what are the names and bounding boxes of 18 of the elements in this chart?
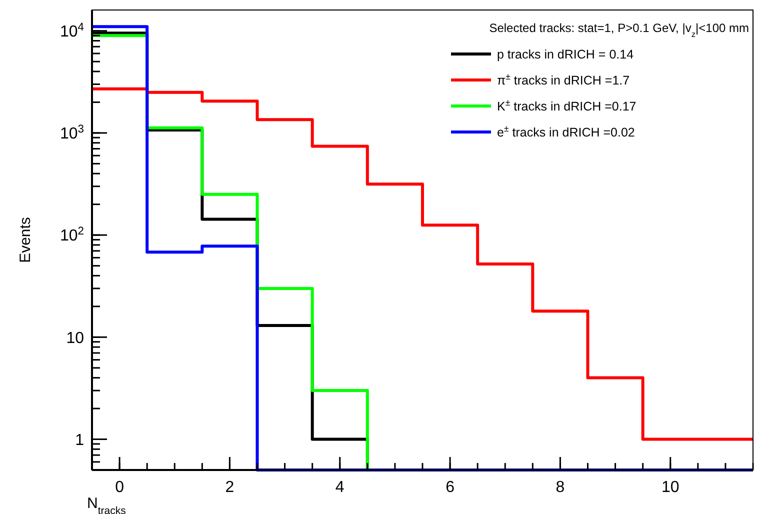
legend-label: π$^{±}$ tracks in dRICH =1.7 — [497, 71, 630, 88]
x-tick-label: 4 — [335, 479, 344, 496]
x-tick-label: 0 — [115, 479, 124, 496]
x-tick-label: 6 — [446, 479, 455, 496]
y-tick-label: 10$^{3}$ — [60, 124, 84, 143]
legend-label: K$^{±}$ tracks in dRICH =0.17 — [497, 97, 636, 114]
y-tick-label: 10$^{4}$ — [60, 21, 84, 40]
y-tick-label: 10$^{2}$ — [60, 226, 84, 245]
x-tick-label: 2 — [225, 479, 234, 496]
x-tick-label: 10 — [661, 479, 680, 496]
x-axis-title: N$_{tracks}$ — [87, 495, 126, 514]
y-axis-title: Events — [17, 217, 34, 263]
y-tick-label: 1 — [75, 432, 84, 449]
legend-title: Selected tracks: stat=1, P>0.1 GeV, |v$_{z}$|<100 mm — [489, 21, 749, 39]
legend-label: e$^{±}$ tracks in dRICH =0.02 — [497, 123, 635, 140]
legend-label: p tracks in dRICH = 0.14 — [497, 47, 634, 62]
x-tick-label: 8 — [556, 479, 565, 496]
y-tick-label: 10 — [66, 330, 84, 347]
